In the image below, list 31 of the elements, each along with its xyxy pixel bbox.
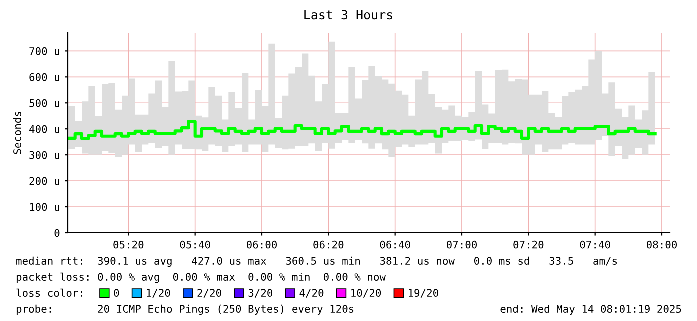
text: median rtt: 390.1 us avg 427.0 us max 360.5 us min 381.2 us now 0.0 ms sd 33.5 am/s — [16, 256, 618, 268]
y-tick-label: 0 — [54, 229, 60, 238]
x-tick-label: 06:40 — [380, 240, 410, 249]
y-axis-title: Seconds — [13, 112, 22, 154]
legend-label: 2/20 — [198, 289, 222, 298]
y-tick-label: 200 u — [30, 177, 60, 186]
x-tick-label: 05:40 — [180, 240, 210, 249]
x-tick-label: 06:00 — [247, 240, 278, 249]
x-tick-label: 07:20 — [514, 240, 544, 249]
legend-label: 0 — [114, 289, 120, 298]
x-tick-label: 08:00 — [647, 240, 678, 249]
x-tick-label: 07:00 — [447, 240, 478, 249]
y-tick-label: 600 u — [30, 73, 60, 82]
text: end: Wed May 14 08:01:19 2025 — [500, 304, 682, 316]
legend-label: 19/20 — [409, 289, 438, 298]
y-tick-label: 300 u — [30, 151, 60, 160]
x-tick-label: 07:40 — [580, 240, 610, 249]
legend-label: 3/20 — [248, 289, 273, 298]
text: packet loss: 0.00 % avg 0.00 % max 0.00 % min 0.00 % now — [16, 272, 386, 284]
text: probe: 20 ICMP Echo Pings (250 Bytes) every 120s — [16, 304, 354, 316]
legend-label: 4/20 — [300, 289, 324, 298]
y-tick-label: 500 u — [30, 99, 60, 108]
y-tick-label: 400 u — [30, 125, 60, 134]
y-tick-label: 700 u — [30, 47, 60, 56]
y-tick-label: 100 u — [30, 203, 60, 212]
chart-title: Last 3 Hours — [304, 10, 392, 20]
x-tick-label: 05:20 — [114, 240, 144, 249]
legend-label: 10/20 — [352, 289, 382, 298]
x-tick-label: 06:20 — [314, 240, 344, 249]
legend-label: 1/20 — [147, 289, 170, 298]
legend-title: loss color: — [16, 288, 82, 298]
